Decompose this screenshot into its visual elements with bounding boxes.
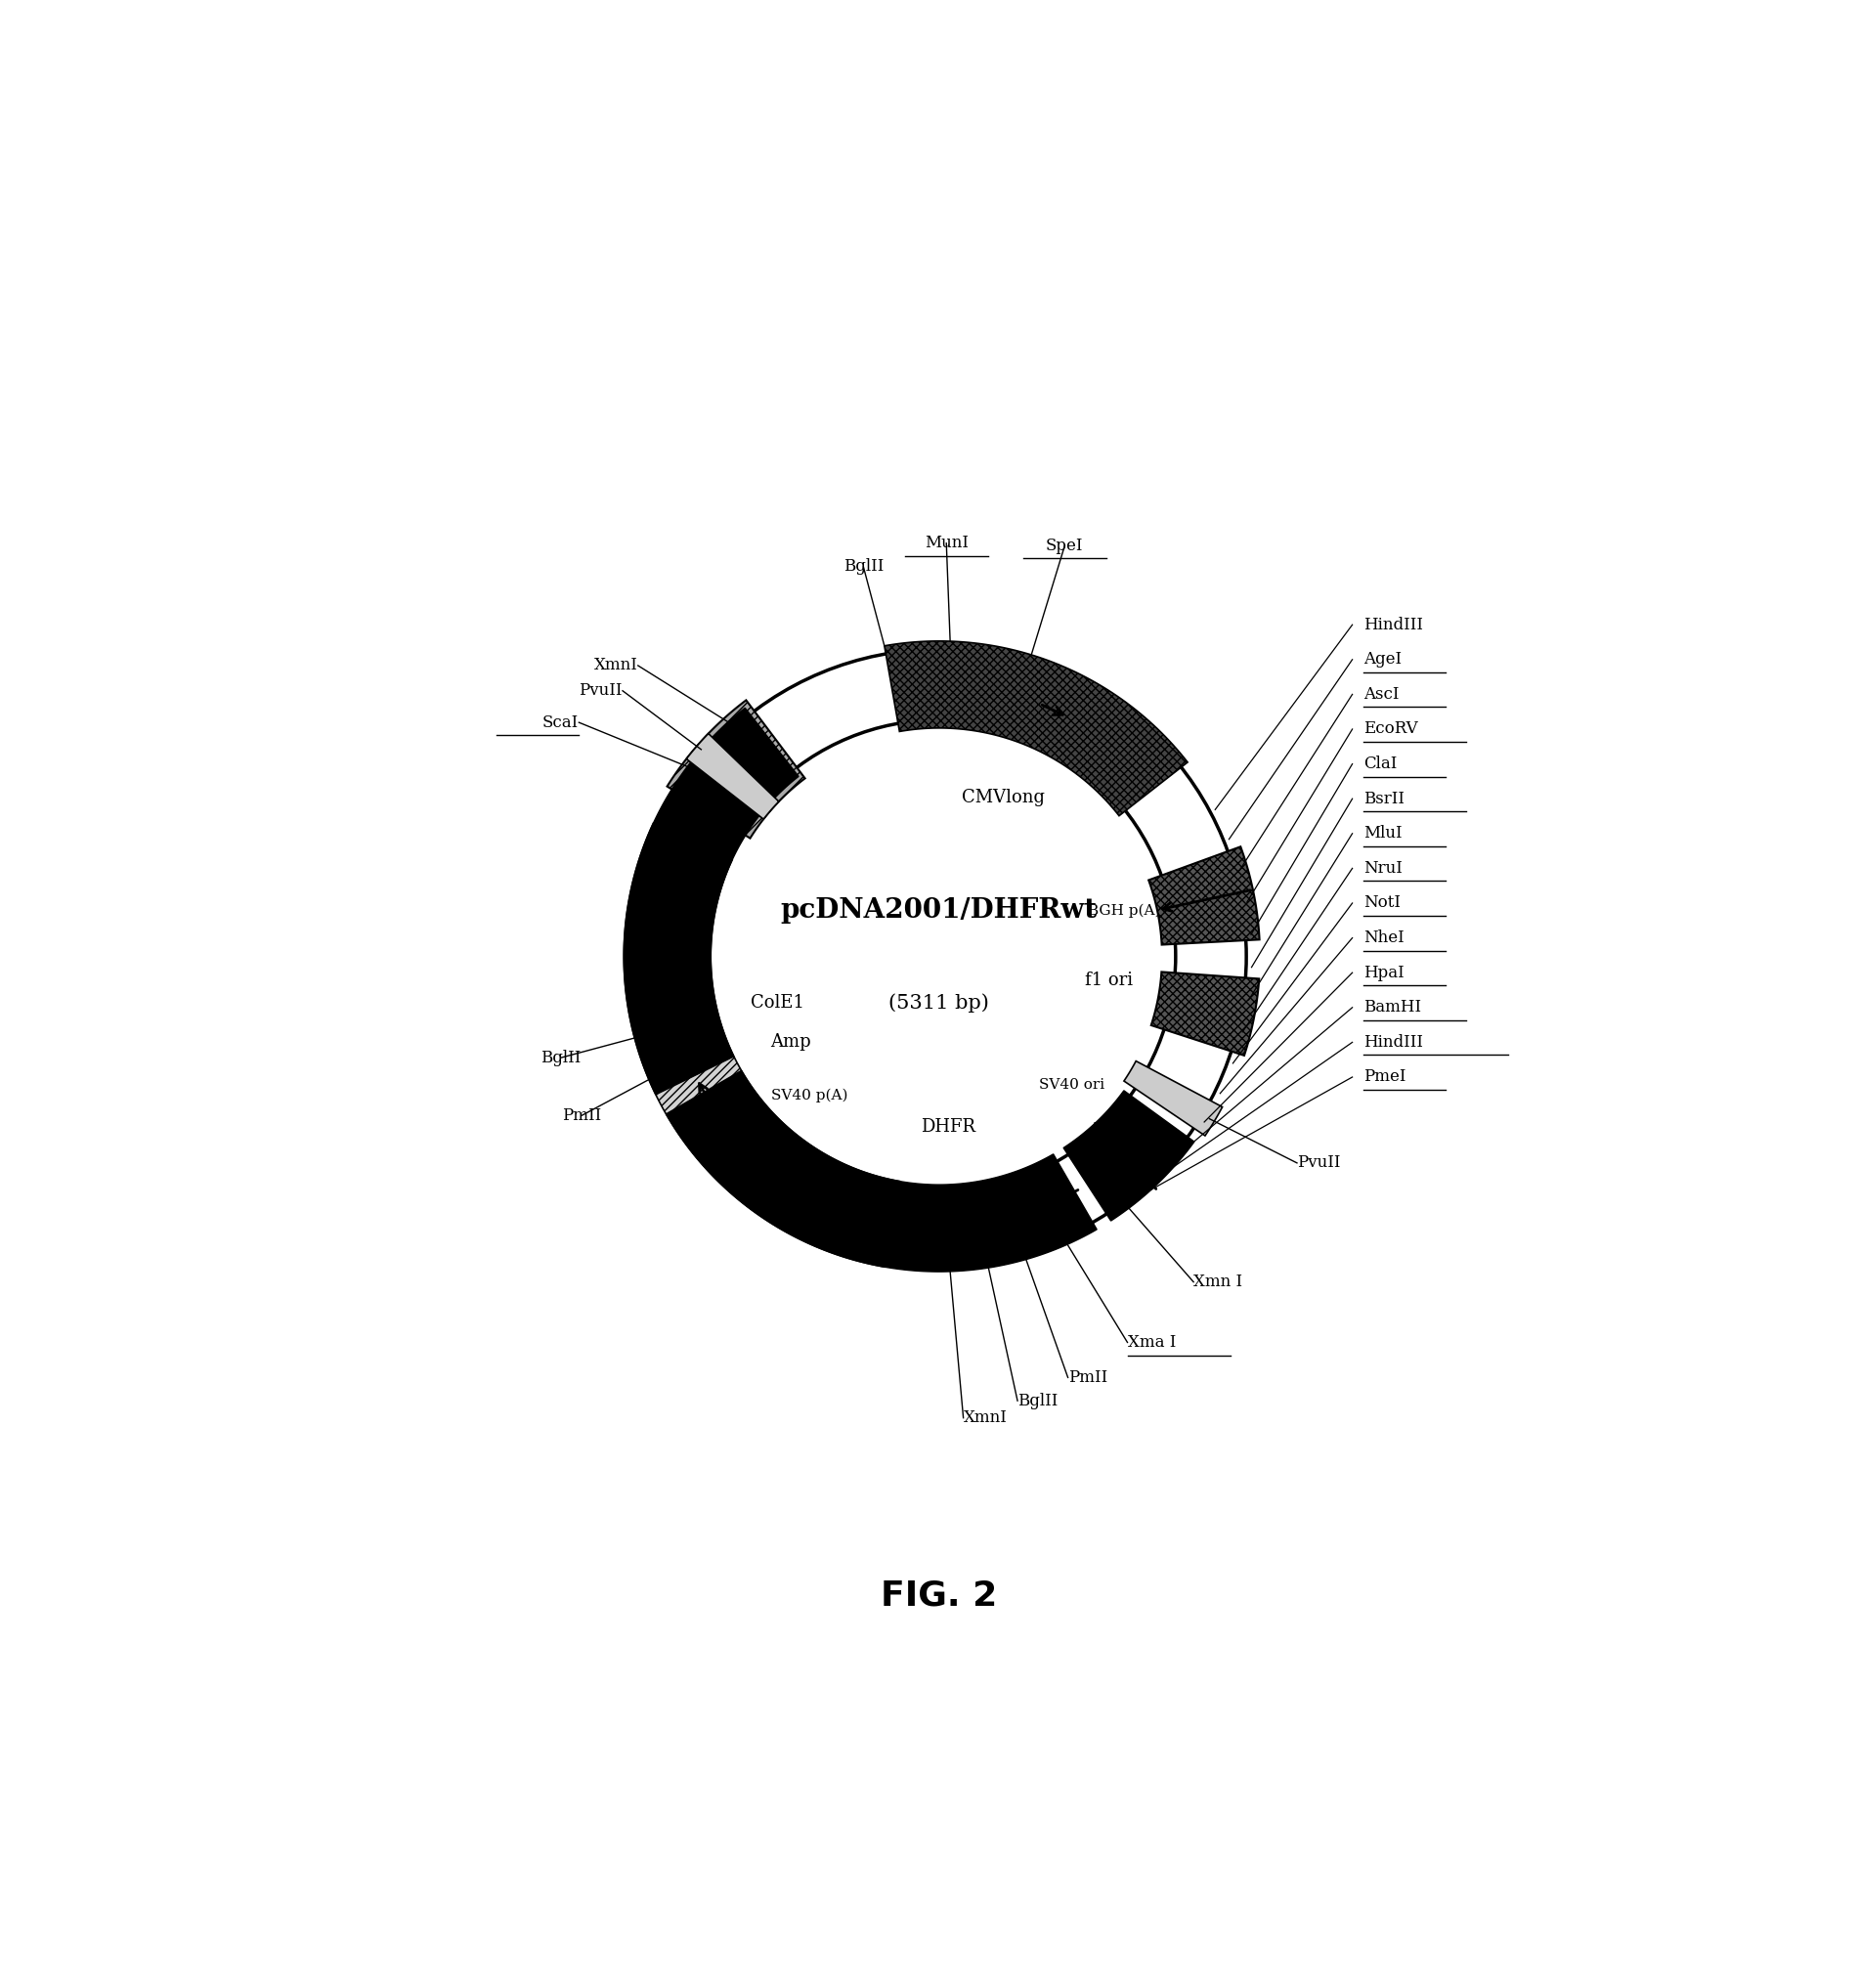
Polygon shape [1151, 972, 1259, 1056]
Text: BamHI: BamHI [1363, 1000, 1420, 1016]
Text: Xmn I: Xmn I [1193, 1274, 1242, 1290]
Text: Xma I: Xma I [1127, 1334, 1175, 1350]
Text: ScaI: ScaI [543, 714, 578, 732]
Polygon shape [625, 708, 799, 1095]
Text: EcoRV: EcoRV [1363, 722, 1418, 738]
Text: AgeI: AgeI [1363, 652, 1402, 668]
Text: DHFR: DHFR [920, 1119, 976, 1137]
Text: PvuII: PvuII [1298, 1155, 1340, 1171]
Text: ColE1: ColE1 [751, 994, 803, 1012]
Text: PmeI: PmeI [1363, 1070, 1405, 1085]
Text: PmII: PmII [561, 1107, 600, 1123]
Text: ClaI: ClaI [1363, 755, 1396, 771]
Text: AscI: AscI [1363, 686, 1398, 702]
Text: SV40 ori: SV40 ori [1039, 1077, 1104, 1091]
Text: XmnI: XmnI [963, 1409, 1008, 1425]
Text: Amp: Amp [770, 1034, 811, 1052]
Text: (5311 bp): (5311 bp) [889, 992, 989, 1012]
Text: BglII: BglII [844, 559, 883, 575]
Text: MunI: MunI [924, 535, 969, 551]
Text: CMVlong: CMVlong [961, 789, 1045, 807]
Polygon shape [686, 734, 779, 819]
Circle shape [703, 720, 1175, 1193]
Polygon shape [667, 700, 805, 839]
Text: BsrII: BsrII [1363, 791, 1404, 807]
Text: NotI: NotI [1363, 895, 1400, 911]
Text: HindIII: HindIII [1363, 616, 1422, 632]
Text: pcDNA2001/DHFRwt: pcDNA2001/DHFRwt [781, 897, 1097, 922]
Polygon shape [666, 1072, 850, 1246]
Text: SV40 p(A): SV40 p(A) [771, 1089, 848, 1103]
Text: SpeI: SpeI [1047, 537, 1084, 555]
Text: PmII: PmII [1067, 1370, 1108, 1386]
Text: PvuII: PvuII [580, 682, 623, 700]
Text: FIG. 2: FIG. 2 [881, 1578, 998, 1612]
Polygon shape [1149, 847, 1259, 944]
Text: MluI: MluI [1363, 825, 1402, 841]
Text: NheI: NheI [1363, 930, 1404, 946]
Text: f1 ori: f1 ori [1086, 972, 1132, 988]
Polygon shape [885, 640, 1188, 815]
Text: BGH p(A): BGH p(A) [1088, 903, 1160, 916]
Text: HindIII: HindIII [1363, 1034, 1422, 1050]
Circle shape [632, 650, 1246, 1264]
Text: BglII: BglII [541, 1050, 582, 1066]
Text: NruI: NruI [1363, 861, 1402, 877]
Text: HpaI: HpaI [1363, 964, 1404, 980]
Text: BglII: BglII [1017, 1392, 1058, 1409]
Polygon shape [1063, 1091, 1193, 1221]
Polygon shape [816, 1155, 1097, 1272]
Text: XmnI: XmnI [595, 658, 638, 674]
Polygon shape [1125, 1062, 1223, 1135]
Polygon shape [625, 823, 900, 1266]
